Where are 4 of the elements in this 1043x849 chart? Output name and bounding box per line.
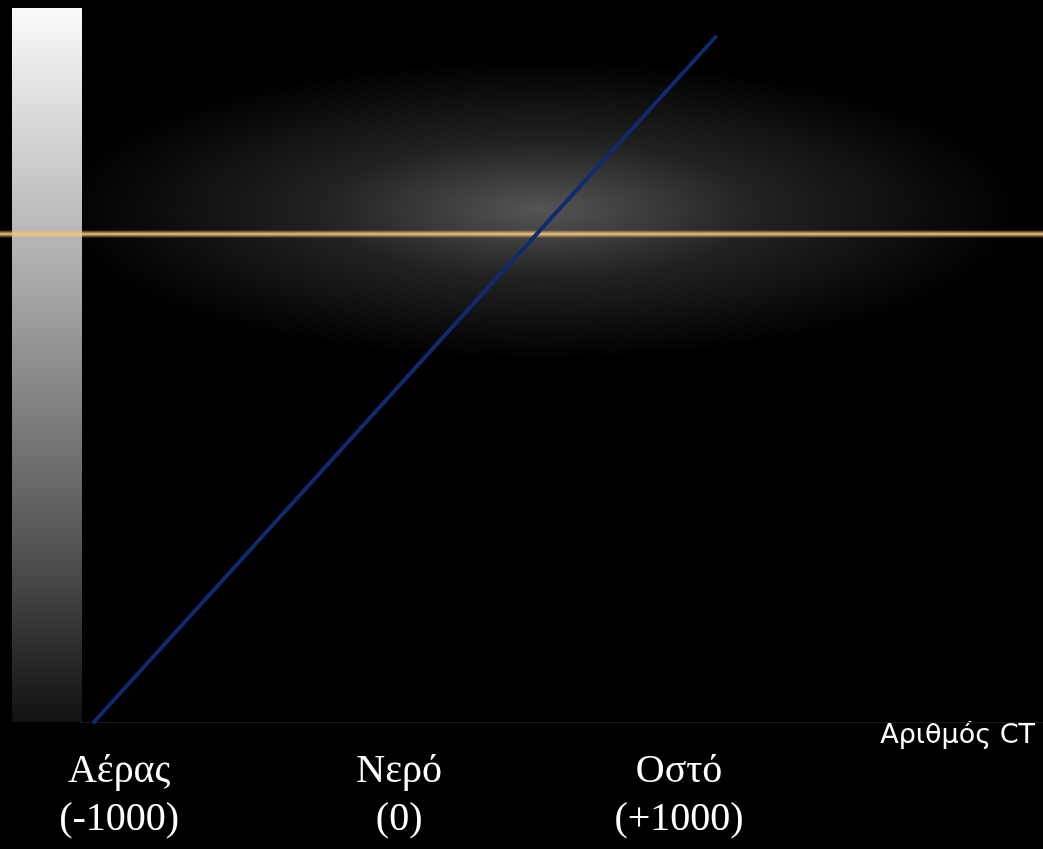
- x-tick-label: Αέρας (-1000): [59, 745, 180, 839]
- x-tick-label: Νερό (0): [356, 745, 442, 839]
- x-axis-title: Αριθμός CT: [880, 718, 1036, 749]
- x-tick-label: Οστό (+1000): [614, 745, 744, 839]
